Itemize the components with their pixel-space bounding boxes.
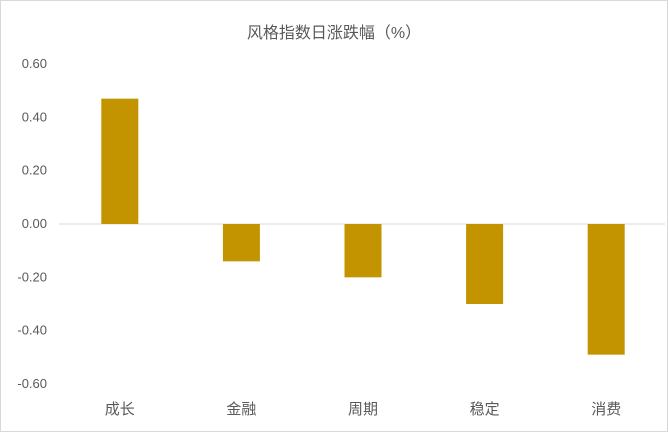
bar-1 (101, 98, 139, 224)
x-category-label: 金融 (226, 401, 256, 418)
bar-4 (466, 224, 504, 304)
y-tick-label: -0.20 (17, 269, 47, 284)
x-category-label: 周期 (348, 401, 378, 418)
bar-2 (222, 224, 260, 262)
bar-3 (344, 224, 382, 278)
bar-5 (587, 224, 625, 355)
y-tick-label: -0.60 (17, 376, 47, 391)
x-category-label: 稳定 (470, 401, 500, 418)
x-category-label: 消费 (591, 401, 621, 418)
y-tick-label: 0.20 (22, 163, 47, 178)
y-tick-label: 0.40 (22, 109, 47, 124)
x-category-label: 成长 (105, 401, 135, 418)
y-tick-label: -0.40 (17, 323, 47, 338)
y-tick-label: 0.60 (22, 56, 47, 71)
y-tick-label: 0.00 (22, 216, 47, 231)
chart-title: 风格指数日涨跌幅（%） (246, 25, 422, 42)
